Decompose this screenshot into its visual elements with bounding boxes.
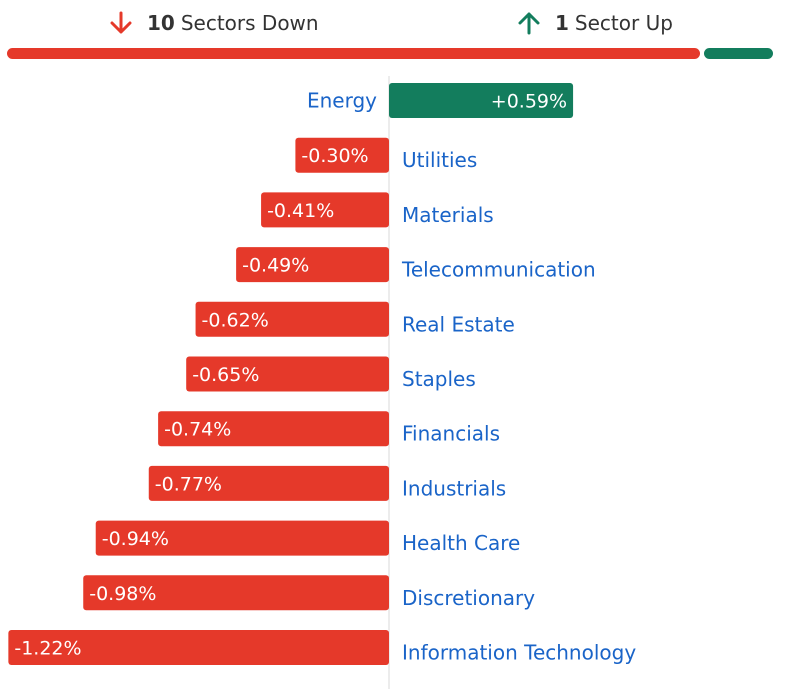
value-label-materials: -0.41% xyxy=(267,200,334,222)
sector-link-information-technology[interactable]: Information Technology xyxy=(402,641,636,665)
sector-link-real-estate[interactable]: Real Estate xyxy=(402,312,515,336)
bar-utilities xyxy=(295,137,389,173)
sector-link-staples[interactable]: Staples xyxy=(402,367,476,391)
value-label-real-estate: -0.62% xyxy=(202,309,269,331)
bar-real-estate xyxy=(195,301,389,337)
breadth-down-segment xyxy=(7,48,700,59)
value-label-utilities: -0.30% xyxy=(301,145,368,167)
bar-staples xyxy=(186,356,389,392)
sector-breadth-bar xyxy=(7,48,773,59)
arrow-down-icon xyxy=(110,11,132,34)
sector-link-health-care[interactable]: Health Care xyxy=(402,531,520,555)
sectors-down-count: 10 xyxy=(147,11,175,35)
sector-link-telecommunication[interactable]: Telecommunication xyxy=(401,258,596,282)
sectors-down-label: Sectors Down xyxy=(180,11,319,35)
value-label-information-technology: -1.22% xyxy=(14,638,81,660)
value-label-telecommunication: -0.49% xyxy=(242,255,309,277)
sectors-up-count: 1 xyxy=(555,11,569,35)
value-label-industrials: -0.77% xyxy=(155,473,222,495)
sector-link-industrials[interactable]: Industrials xyxy=(402,476,506,500)
bar-financials xyxy=(158,411,389,447)
value-label-financials: -0.74% xyxy=(164,419,231,441)
value-label-health-care: -0.94% xyxy=(102,528,169,550)
sectors-up-label: Sector Up xyxy=(574,11,673,35)
bar-industrials xyxy=(148,465,389,501)
bar-health-care xyxy=(95,520,389,556)
bar-discretionary xyxy=(83,575,390,611)
bar-energy xyxy=(389,83,574,118)
bar-information-technology xyxy=(8,630,390,665)
value-label-staples: -0.65% xyxy=(192,364,259,386)
sector-link-materials[interactable]: Materials xyxy=(402,203,494,227)
sector-link-financials[interactable]: Financials xyxy=(402,422,500,446)
value-label-discretionary: -0.98% xyxy=(89,583,156,605)
value-label-energy: +0.59% xyxy=(491,91,567,113)
sectors-up-summary: 1 Sector Up xyxy=(517,8,673,38)
sector-link-utilities[interactable]: Utilities xyxy=(402,148,477,172)
sector-link-discretionary[interactable]: Discretionary xyxy=(402,586,535,610)
sectors-down-summary: 10 Sectors Down xyxy=(109,8,319,38)
bar-materials xyxy=(261,192,389,228)
sector-link-energy[interactable]: Energy xyxy=(307,89,377,113)
breadth-up-segment xyxy=(703,48,773,59)
arrow-up-icon xyxy=(518,12,540,35)
sector-summary: 10 Sectors Down 1 Sector Up xyxy=(0,0,787,46)
bar-telecommunication xyxy=(236,247,389,283)
